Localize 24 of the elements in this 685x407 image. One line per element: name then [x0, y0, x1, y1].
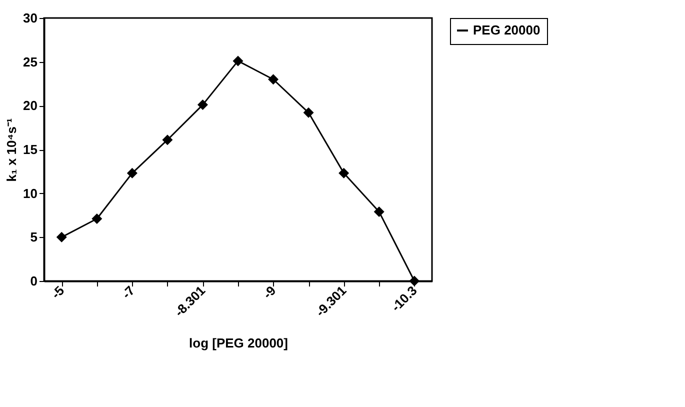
point	[92, 214, 102, 224]
point	[56, 232, 67, 242]
point	[409, 276, 420, 286]
x-axis-title: log [PEG 20000]	[189, 336, 288, 351]
y-tick-label: 25	[23, 54, 38, 70]
point	[374, 206, 384, 217]
y-tick-label: 0	[30, 274, 38, 288]
point	[232, 56, 244, 66]
x-tick-label: -9	[260, 282, 279, 302]
point	[197, 100, 208, 110]
y-axis-title: k₁ x 10⁴s⁻¹	[4, 118, 20, 182]
y-tick-label: 10	[23, 186, 38, 201]
point	[268, 74, 279, 85]
x-tick-label: -5	[48, 282, 68, 302]
point	[338, 168, 350, 178]
legend-label: PEG 20000	[473, 22, 540, 38]
y-tick-label: 20	[23, 98, 38, 114]
point	[162, 134, 173, 146]
x-tick-label: -7	[118, 282, 138, 302]
point	[126, 168, 138, 178]
point	[303, 107, 314, 118]
y-tick-label: 30	[23, 10, 38, 26]
y-tick-label: 15	[23, 142, 38, 157]
y-tick-label: 5	[30, 230, 38, 245]
